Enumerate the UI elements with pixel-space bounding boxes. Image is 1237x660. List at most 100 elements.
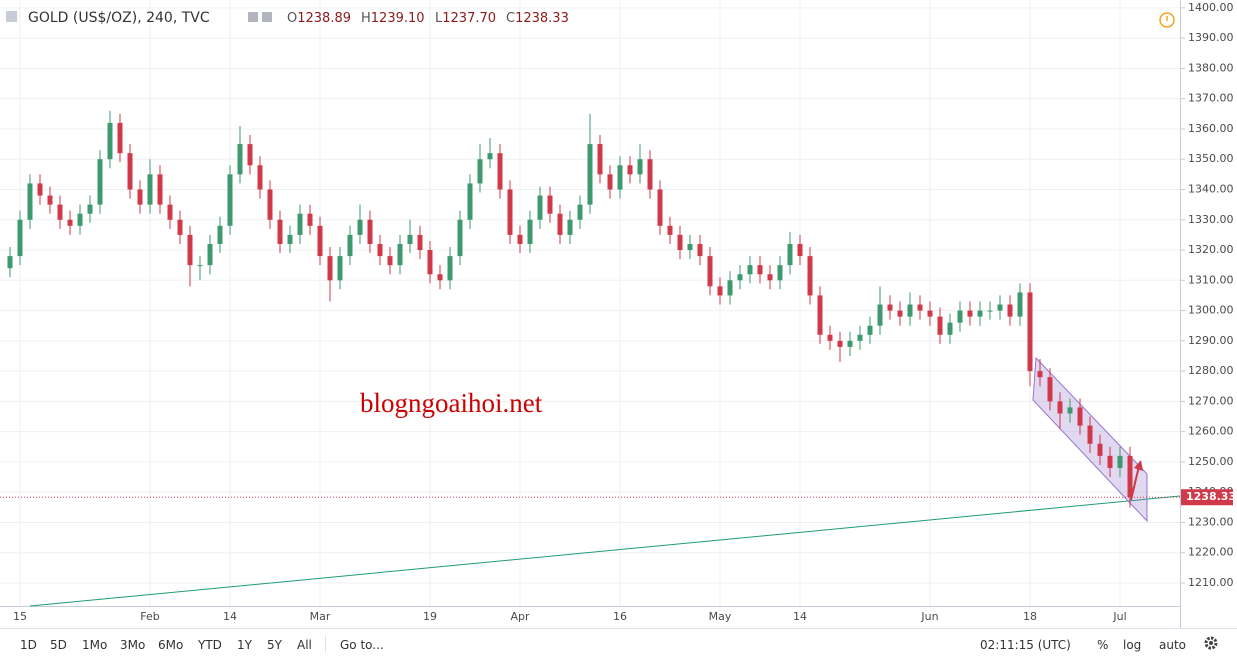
candle-body <box>27 183 33 220</box>
range-button[interactable]: YTD <box>198 638 222 652</box>
y-tick-label: 1230.00 <box>1188 515 1234 528</box>
candle-body <box>297 213 303 235</box>
y-tick-label: 1280.00 <box>1188 364 1234 377</box>
candle-body <box>517 234 523 244</box>
range-button[interactable]: 1Y <box>237 638 252 652</box>
candle-body <box>1077 407 1083 426</box>
candle-body <box>877 304 883 326</box>
candle-body <box>317 225 323 257</box>
candle-body <box>977 310 983 317</box>
y-tick-label: 1310.00 <box>1188 273 1234 286</box>
warning-icon[interactable] <box>1159 12 1175 28</box>
y-tick-label: 1340.00 <box>1188 182 1234 195</box>
ohlc: O1238.89 H1239.10 L1237.70 C1238.33 <box>287 11 569 26</box>
candle-body <box>607 174 613 190</box>
candle-body <box>767 274 773 281</box>
x-tick-label: 15 <box>13 610 27 623</box>
candle-body <box>747 265 753 275</box>
symbol: GOLD (US$/OZ), 240, TVC <box>28 10 210 26</box>
ohlc-value: 1237.70 <box>442 11 496 26</box>
ohlc-key: C <box>506 11 515 26</box>
candle-body <box>547 195 553 214</box>
candle-body <box>497 153 503 190</box>
candles <box>7 110 1133 508</box>
trend-line <box>29 495 1181 607</box>
grid <box>0 0 1180 606</box>
ohlc-item: L1237.70 <box>435 11 496 26</box>
range-button[interactable]: 5Y <box>267 638 282 652</box>
candle-body <box>147 174 153 205</box>
candle-body <box>167 204 173 220</box>
ohlc-value: 1238.33 <box>515 11 569 26</box>
y-tick-label: 1300.00 <box>1188 304 1234 317</box>
x-tick-label: Mar <box>310 610 331 623</box>
scale-button[interactable]: auto <box>1159 638 1187 652</box>
candle-body <box>197 265 203 267</box>
candle-body <box>187 234 193 266</box>
candle-body <box>1087 425 1093 444</box>
candle-body <box>837 340 843 347</box>
candle-body <box>917 304 923 311</box>
candle-body <box>817 295 823 335</box>
candle-body <box>477 159 483 184</box>
candle-body <box>697 243 703 257</box>
symbol-icon <box>6 11 17 22</box>
scale-button[interactable]: % <box>1097 638 1109 652</box>
x-tick-label: 18 <box>1023 610 1037 623</box>
y-tick-label: 1390.00 <box>1188 31 1234 44</box>
range-button[interactable]: 1Mo <box>82 638 108 652</box>
candle-body <box>587 144 593 205</box>
candle-body <box>97 159 103 205</box>
candle-body <box>357 219 363 235</box>
candle-body <box>597 144 603 175</box>
candle-body <box>1097 443 1103 456</box>
candle-body <box>257 165 263 190</box>
clock: 02:11:15 (UTC) <box>980 638 1071 652</box>
candle-body <box>407 234 413 244</box>
ohlc-item: C1238.33 <box>506 11 569 26</box>
candle-body <box>907 304 913 317</box>
ohlc-value: 1238.89 <box>297 11 351 26</box>
x-tick-label: Jun <box>920 610 938 623</box>
candle-body <box>997 304 1003 311</box>
candle-body <box>1127 455 1133 498</box>
candle-body <box>527 219 533 244</box>
range-button[interactable]: 1D <box>20 638 37 652</box>
settings-icon[interactable] <box>1203 635 1219 654</box>
candle-body <box>987 310 993 312</box>
y-tick-label: 1330.00 <box>1188 213 1234 226</box>
candle-body <box>797 243 803 257</box>
range-button[interactable]: 3Mo <box>120 638 146 652</box>
ohlc-item: O1238.89 <box>287 11 351 26</box>
x-tick-label: 16 <box>613 610 627 623</box>
candle-body <box>37 183 43 196</box>
chart: blogngoaihoi.net GOLD (US$/OZ), 240, TVC… <box>0 0 1234 628</box>
ohlc-value: 1239.10 <box>371 11 425 26</box>
candle-body <box>897 310 903 317</box>
candle-body <box>1047 377 1053 402</box>
goto-button[interactable]: Go to... <box>340 638 384 652</box>
candle-body <box>847 340 853 347</box>
candle-body <box>227 174 233 226</box>
candle-body <box>867 325 873 335</box>
candle-body <box>1067 407 1073 414</box>
x-tick-label: 14 <box>793 610 807 623</box>
candle-body <box>857 334 863 341</box>
y-tick-label: 1370.00 <box>1188 92 1234 105</box>
scale-button[interactable]: log <box>1123 638 1142 652</box>
candle-body <box>427 250 433 275</box>
candle-body <box>367 219 373 244</box>
candle-body <box>737 274 743 281</box>
toolbar: 1D 5D 1Mo 3Mo 6Mo YTD 1Y 5Y All Go to... 02:11:15 … <box>0 628 1237 660</box>
icon <box>262 12 272 22</box>
range-button[interactable]: 6Mo <box>158 638 184 652</box>
ohlc-key: O <box>287 11 297 26</box>
candle-body <box>217 225 223 244</box>
ohlc-key: H <box>361 11 371 26</box>
candle-body <box>417 234 423 251</box>
candle-body <box>927 310 933 317</box>
candle-body <box>277 219 283 244</box>
range-button[interactable]: 5D <box>50 638 67 652</box>
candle-body <box>207 243 213 266</box>
range-button[interactable]: All <box>297 638 312 652</box>
